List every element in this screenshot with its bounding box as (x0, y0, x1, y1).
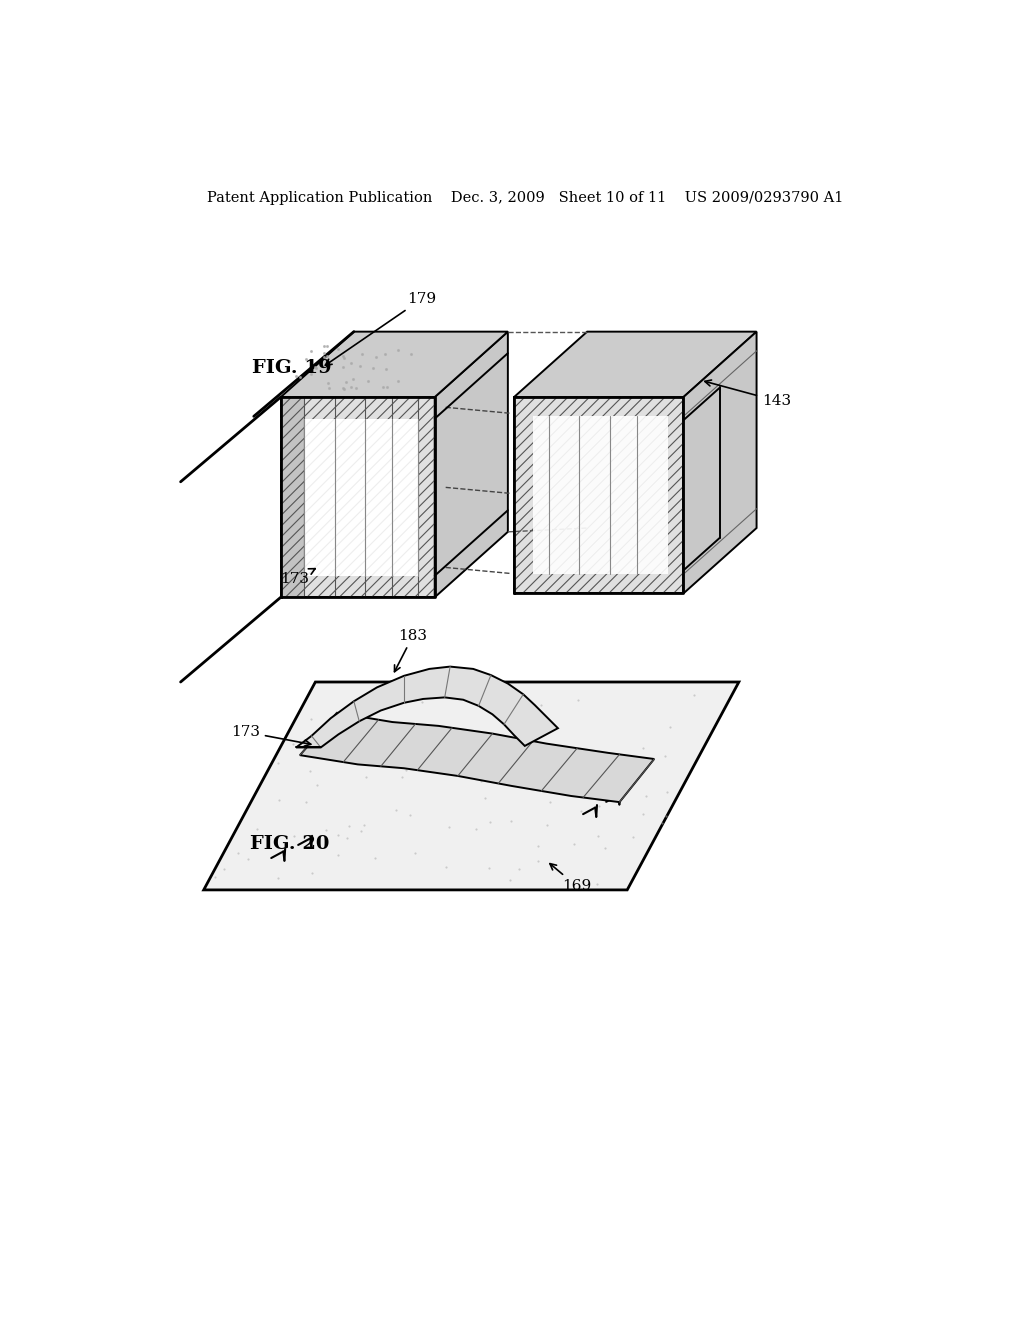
Polygon shape (281, 397, 435, 598)
Polygon shape (281, 397, 304, 598)
Text: 179: 179 (326, 292, 436, 366)
Polygon shape (514, 397, 683, 594)
Text: 169: 169 (550, 863, 591, 892)
Polygon shape (534, 416, 668, 574)
Polygon shape (514, 331, 757, 397)
Polygon shape (683, 331, 757, 594)
Polygon shape (435, 331, 508, 598)
Text: Patent Application Publication    Dec. 3, 2009   Sheet 10 of 11    US 2009/02937: Patent Application Publication Dec. 3, 2… (207, 191, 843, 206)
Text: 143: 143 (705, 380, 792, 408)
Polygon shape (204, 682, 739, 890)
Polygon shape (296, 667, 558, 747)
Text: 183: 183 (394, 628, 428, 672)
Polygon shape (304, 418, 418, 576)
Text: 173: 173 (281, 569, 315, 586)
Text: FIG. 20: FIG. 20 (250, 834, 330, 853)
Polygon shape (300, 713, 654, 803)
Polygon shape (304, 418, 418, 576)
Text: FIG. 19: FIG. 19 (252, 359, 332, 376)
Text: 173: 173 (231, 725, 311, 746)
Polygon shape (281, 331, 508, 397)
